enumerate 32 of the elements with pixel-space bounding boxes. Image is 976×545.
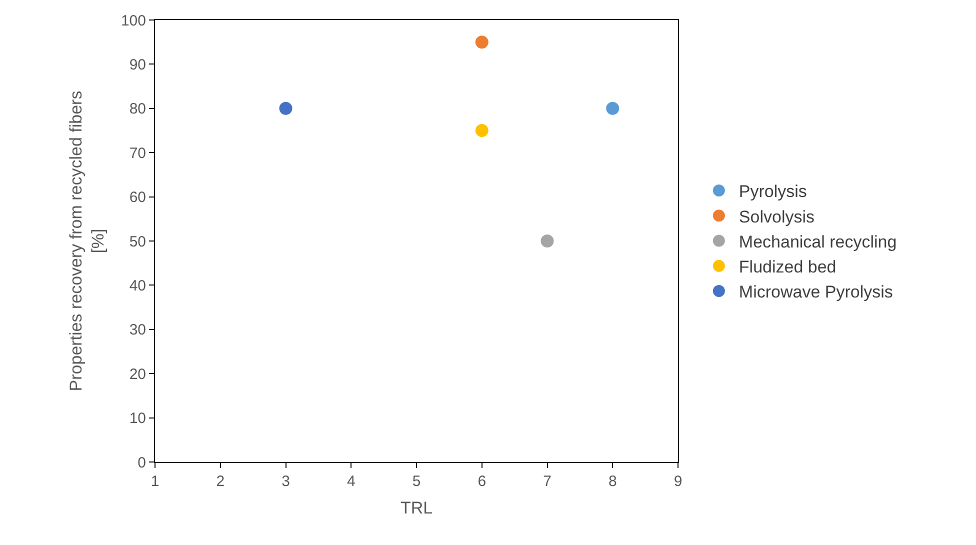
point — [540, 234, 554, 248]
y-tick-label: 10 — [129, 410, 146, 428]
x-tick-label: 5 — [412, 473, 421, 490]
y-tick-label: 80 — [129, 100, 146, 118]
y-tick-label: 30 — [129, 322, 146, 339]
y-tick-label: 50 — [129, 233, 146, 250]
y-tick-label: 60 — [129, 189, 146, 206]
x-tick-label: 8 — [608, 473, 617, 490]
legend-label: Fludized bed — [738, 257, 836, 276]
legend-label: Solvolysis — [738, 207, 815, 226]
y-tick-label: 20 — [129, 366, 146, 383]
y-tick-label: 100 — [120, 12, 146, 30]
x-tick-label: 7 — [543, 473, 552, 490]
x-axis-title: TRL — [400, 498, 433, 518]
point — [279, 102, 292, 115]
x-tick-label: 2 — [216, 473, 225, 490]
legend-label: Microwave Pyrolysis — [738, 282, 893, 302]
x-tick-label: 6 — [478, 473, 486, 490]
y-tick-label: 40 — [129, 277, 146, 294]
point — [606, 102, 620, 115]
y-axis-title: Properties recovery from recycled fibers [%] — [66, 90, 108, 392]
y-tick-label: 0 — [138, 454, 146, 472]
x-tick-label: 4 — [346, 473, 356, 490]
x-tick-label: 1 — [150, 473, 160, 490]
x-tick-label: 9 — [674, 473, 682, 490]
legend-label: Pyrolysis — [738, 182, 807, 202]
legend-label: Mechanical recycling — [738, 232, 897, 252]
y-tick-label: 70 — [129, 144, 146, 162]
point — [475, 36, 488, 49]
y-tick-label: 90 — [129, 56, 146, 74]
point — [475, 124, 488, 137]
x-tick-label: 3 — [282, 473, 290, 490]
